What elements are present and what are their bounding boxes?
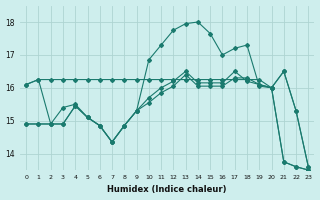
X-axis label: Humidex (Indice chaleur): Humidex (Indice chaleur)	[108, 185, 227, 194]
